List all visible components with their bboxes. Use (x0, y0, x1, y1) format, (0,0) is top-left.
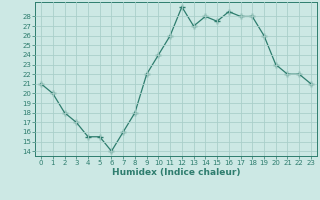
X-axis label: Humidex (Indice chaleur): Humidex (Indice chaleur) (112, 168, 240, 177)
